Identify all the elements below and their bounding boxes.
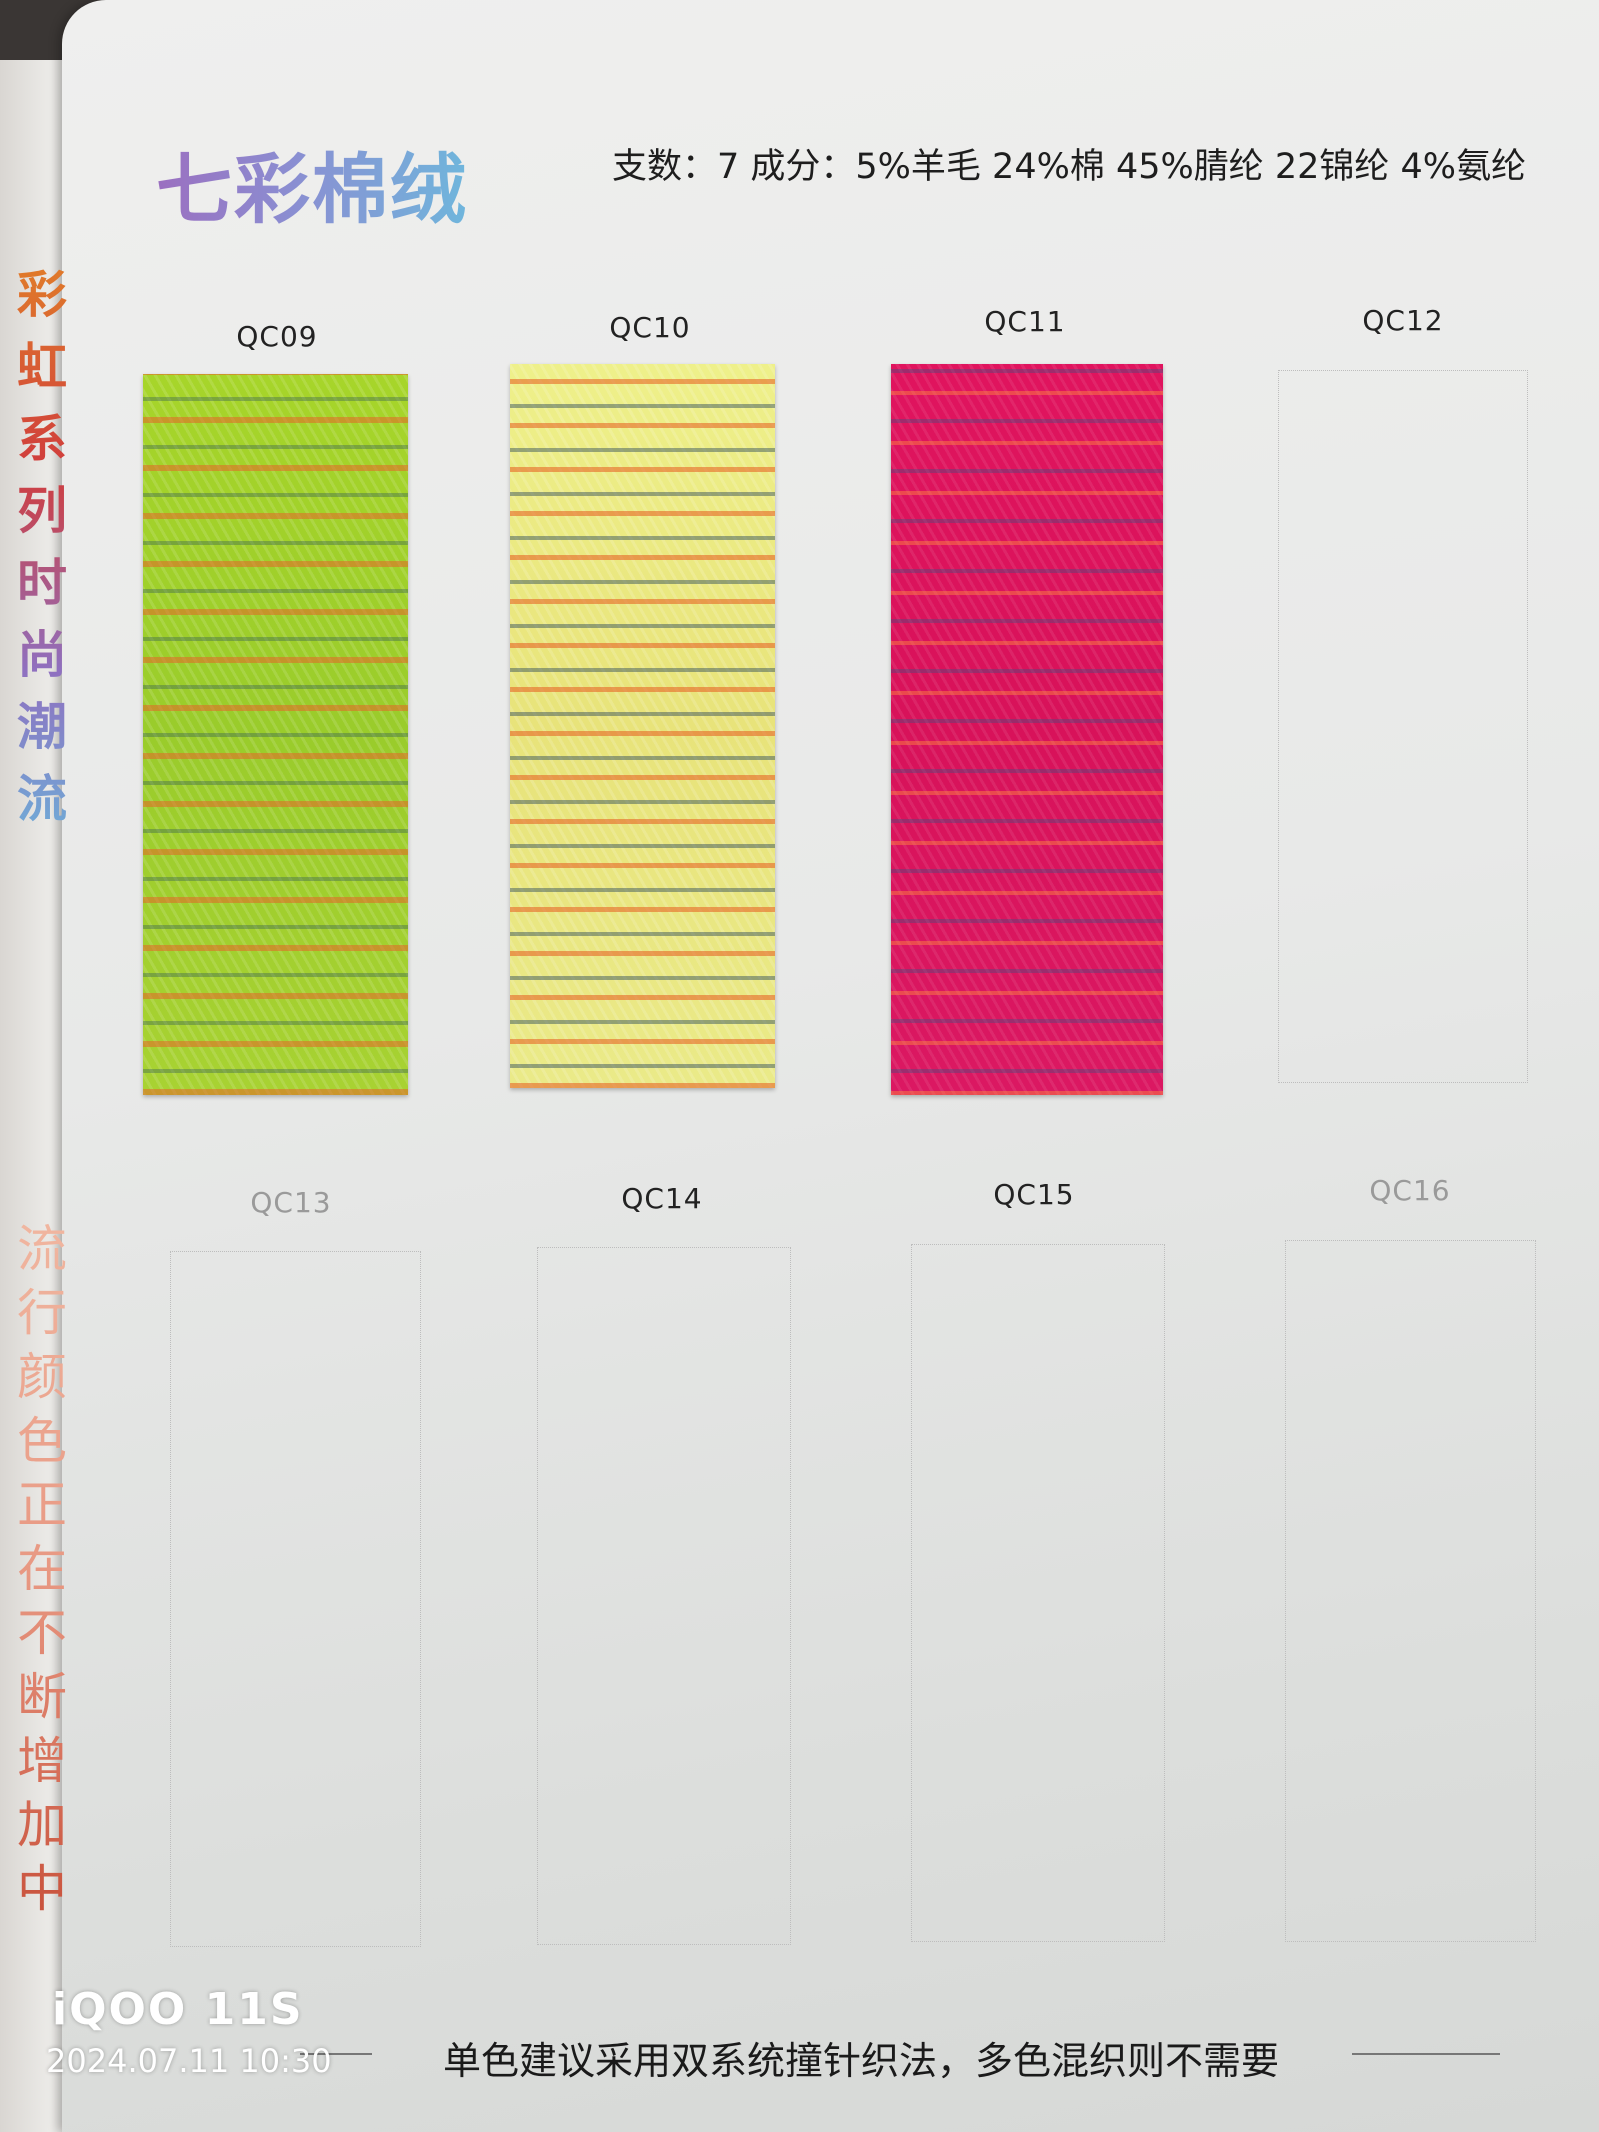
watermark-timestamp: 2024.07.11 10:30 <box>46 2042 332 2080</box>
empty-slot <box>537 1247 791 1945</box>
swatch-label: QC15 <box>993 1178 1075 1211</box>
side-slogan: 彩虹系列时尚潮流 <box>2 268 74 844</box>
swatch-label: QC12 <box>1362 304 1444 337</box>
swatch-label: QC16 <box>1369 1174 1451 1207</box>
swatch-label: QC11 <box>984 305 1066 338</box>
empty-slot <box>170 1251 421 1947</box>
watermark-brand: iQOO 11S <box>52 1984 304 2035</box>
yarn-swatch <box>143 374 408 1095</box>
footer-rule <box>300 2053 372 2055</box>
footer-rule <box>1352 2053 1500 2055</box>
swatch-label: QC09 <box>236 320 318 353</box>
swatch-label: QC14 <box>621 1182 703 1215</box>
empty-slot <box>911 1244 1165 1942</box>
yarn-swatch <box>891 364 1163 1095</box>
spec: 支数：7 成分：5%羊毛 24%棉 45%腈纶 22锦纶 4%氨纶 <box>612 147 1527 187</box>
swatch-label: QC13 <box>250 1186 332 1219</box>
empty-slot <box>1278 370 1528 1083</box>
yarn-swatch <box>510 364 775 1088</box>
title: 七彩棉绒 <box>156 128 468 238</box>
footer-note: 单色建议采用双系统撞针织法，多色混织则不需要 <box>442 2039 1280 2083</box>
empty-slot <box>1285 1240 1536 1942</box>
side-slogan: 流行颜色正在不断增加中 <box>2 1222 74 1926</box>
swatch-label: QC10 <box>609 311 691 344</box>
